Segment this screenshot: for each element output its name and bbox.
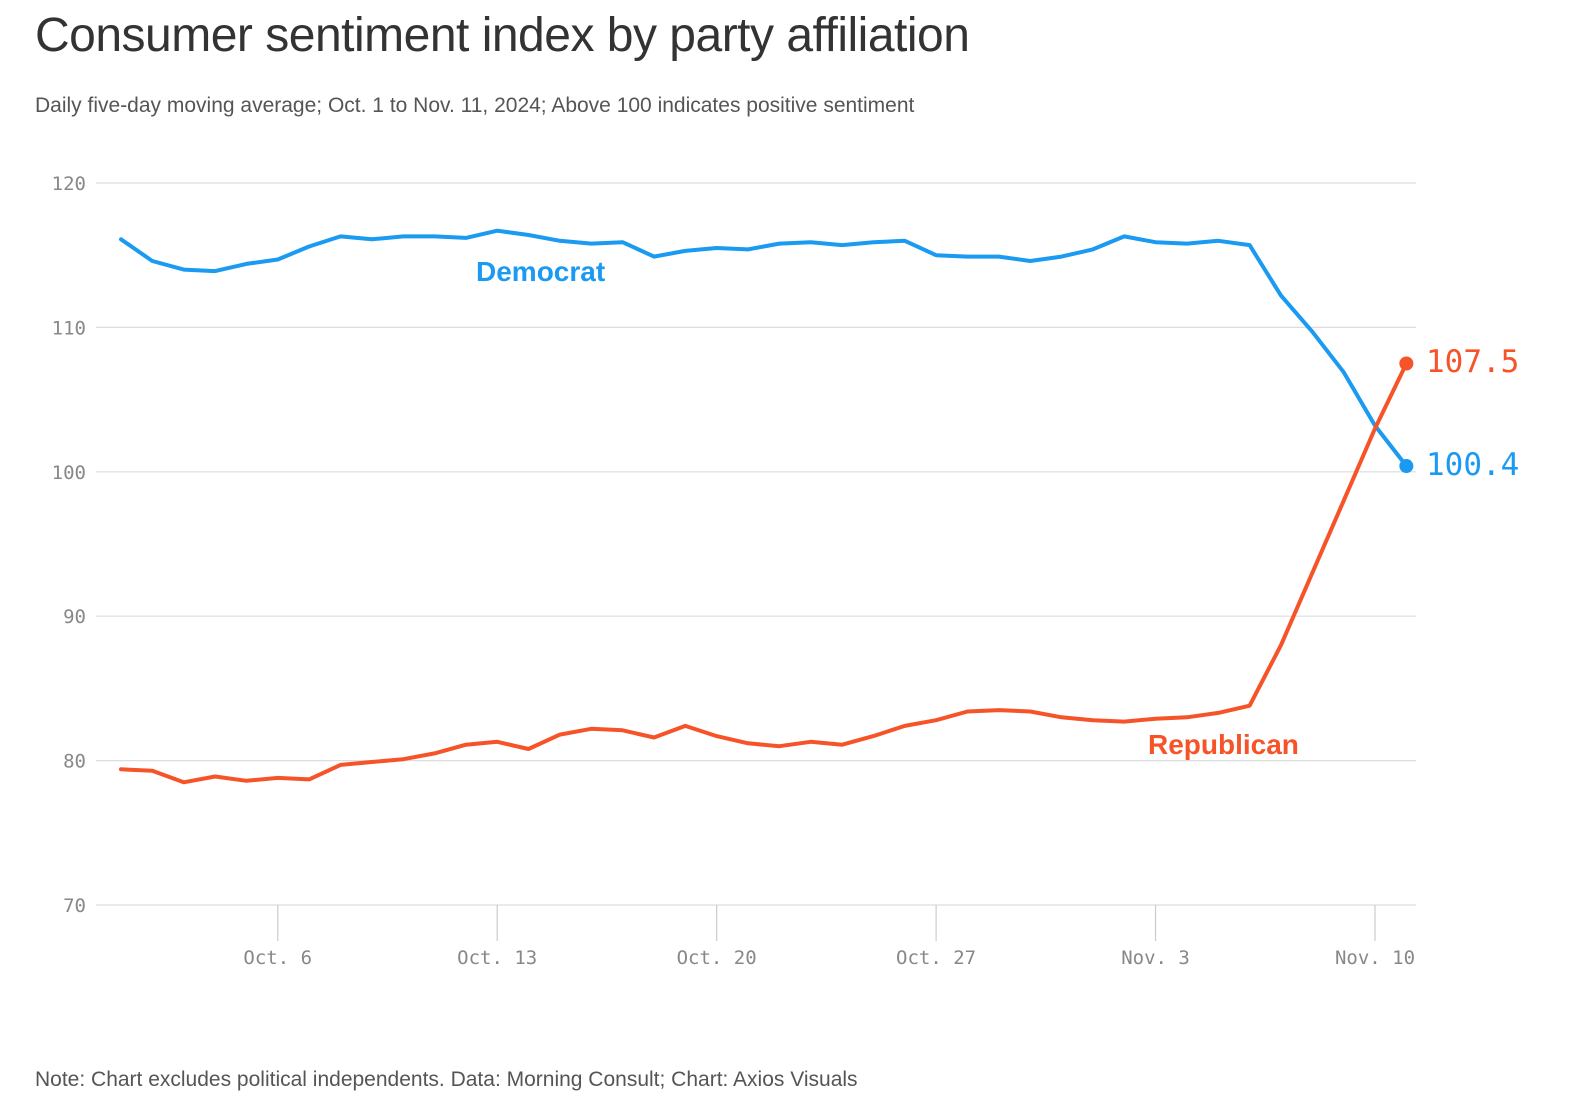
xtick-label-4: Nov. 3 (1121, 947, 1190, 969)
series-line-democrat (119, 228, 1409, 468)
ytick-label-120: 120 (52, 173, 86, 195)
xtick-label-3: Oct. 27 (896, 947, 976, 969)
xtick-label-0: Oct. 6 (243, 947, 312, 969)
xtick-label-5: Nov. 10 (1335, 947, 1415, 969)
series-label-democrat: Democrat (476, 256, 605, 287)
end-point-republican (1399, 356, 1414, 371)
series-line-republican (119, 361, 1409, 785)
chart-note: Note: Chart excludes political independe… (35, 1068, 858, 1091)
ytick-label-100: 100 (52, 462, 86, 484)
ytick-label-80: 80 (63, 751, 86, 773)
end-value-democrat: 100.4 (1426, 447, 1519, 483)
line-chart: 70 80 90 100 110 120 Oct. 6 Oct. 13 Oct. 20 Oct.… (52, 173, 1520, 969)
end-point-democrat (1399, 459, 1414, 474)
ytick-label-90: 90 (63, 606, 86, 628)
end-value-republican: 107.5 (1426, 344, 1519, 380)
ytick-label-110: 110 (52, 317, 86, 339)
chart-title: Consumer sentiment index by party affili… (35, 9, 970, 62)
chart-subtitle: Daily five-day moving average; Oct. 1 to… (35, 94, 915, 117)
ytick-label-70: 70 (63, 895, 86, 917)
xtick-label-1: Oct. 13 (457, 947, 537, 969)
series-label-republican: Republican (1148, 729, 1299, 760)
xtick-label-2: Oct. 20 (677, 947, 757, 969)
